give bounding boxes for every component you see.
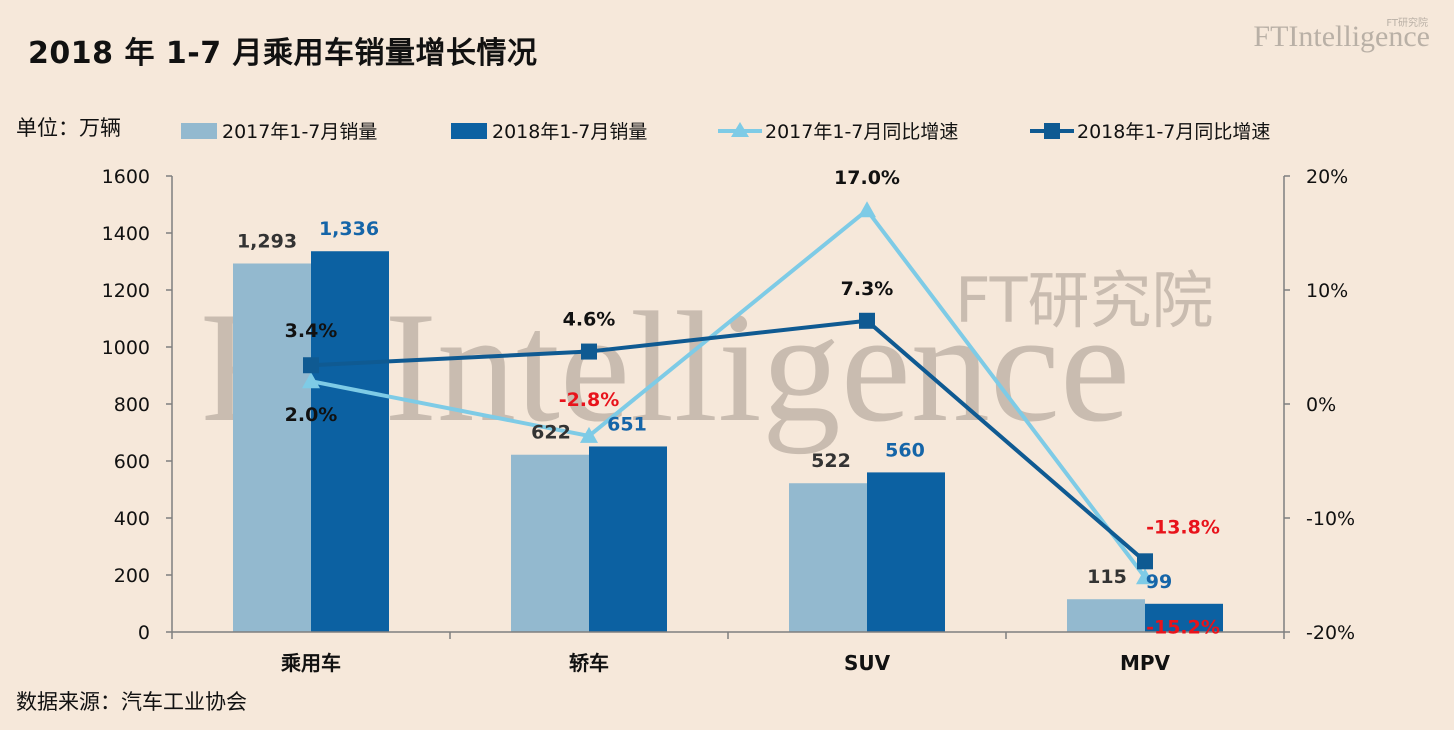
bar-2018-1 <box>589 446 667 632</box>
line-2017 <box>310 208 1147 579</box>
bar-label-2017: 522 <box>811 450 851 472</box>
brand-logo-text: FTIntelligence <box>1253 20 1430 53</box>
bar-label-2018: 651 <box>607 413 647 435</box>
legend-label-line2017: 2017年1-7月同比增速 <box>765 121 958 143</box>
bar-2017-2 <box>789 483 867 632</box>
unit-label: 单位：万辆 <box>16 116 121 140</box>
source-note: 数据来源：汽车工业协会 <box>16 690 247 714</box>
legend-swatch-bar2018 <box>451 123 487 139</box>
bar-label-2018: 99 <box>1146 571 1172 593</box>
line-label-2018: 3.4% <box>285 320 338 342</box>
y-left-tick-label: 1200 <box>102 280 150 302</box>
bar-label-2017: 1,293 <box>237 230 297 252</box>
legend-marker-2018 <box>1044 123 1060 139</box>
y-right-tick-label: -10% <box>1306 508 1355 530</box>
category-label: 轿车 <box>569 651 609 675</box>
brand-logo-sub: FT研究院 <box>1386 18 1428 29</box>
marker-2017-1 <box>580 426 598 443</box>
data-labels: 1,293 622 522 115 1,336 651 560 99 2.0% -2.8% 17.0… <box>237 167 1220 638</box>
y-left-tick-label: 400 <box>114 508 150 530</box>
line-2018 <box>310 318 1147 563</box>
y-left-tick-label: 0 <box>138 622 150 644</box>
y-left-tick-label: 200 <box>114 565 150 587</box>
bar-2018-2 <box>867 472 945 632</box>
bar-2017-3 <box>1067 599 1145 632</box>
y-left-tick-label: 1600 <box>102 166 150 188</box>
marker-2017-2 <box>858 201 876 218</box>
category-label: 乘用车 <box>280 651 341 675</box>
line-label-2017: 2.0% <box>285 404 338 426</box>
marker-2018-2 <box>859 312 875 329</box>
axes: 0 200 400 600 800 1000 1200 1400 1600 -20% -10% 0% 1… <box>102 166 1355 675</box>
category-label: SUV <box>844 651 891 675</box>
legend: 2017年1-7月销量 2018年1-7月销量 2017年1-7月同比增速 2018年… <box>181 121 1270 143</box>
marker-2017-3 <box>1136 568 1154 585</box>
line-label-2018: 4.6% <box>563 309 616 331</box>
bar-2017-1 <box>511 454 589 632</box>
legend-label-bar2018: 2018年1-7月销量 <box>492 121 647 143</box>
legend-swatch-bar2017 <box>181 123 217 139</box>
y-left-tick-label: 800 <box>114 394 150 416</box>
line-label-2017: -2.8% <box>559 389 620 411</box>
category-label: MPV <box>1120 651 1171 675</box>
bars <box>233 251 1223 633</box>
bar-label-2017: 115 <box>1087 566 1127 588</box>
bar-label-2017: 622 <box>531 422 571 444</box>
chart-title: 2018 年 1-7 月乘用车销量增长情况 <box>28 36 538 71</box>
marker-2018-0 <box>303 357 319 374</box>
line-label-2017: 17.0% <box>834 167 900 189</box>
line-label-2017: -15.2% <box>1146 616 1220 638</box>
marker-2018-3 <box>1137 553 1153 570</box>
y-left-tick-label: 600 <box>114 451 150 473</box>
y-right-tick-label: 20% <box>1306 166 1348 188</box>
legend-marker-2017 <box>731 122 749 137</box>
bar-label-2018: 1,336 <box>319 218 379 240</box>
line-label-2018: -13.8% <box>1146 516 1220 538</box>
bar-2017-0 <box>233 263 311 632</box>
marker-2018-1 <box>581 343 597 360</box>
y-left-tick-label: 1000 <box>102 337 150 359</box>
y-right-tick-label: 10% <box>1306 280 1348 302</box>
watermark-sub-text: FT研究院 <box>955 264 1213 337</box>
y-left-tick-label: 1400 <box>102 223 150 245</box>
bar-2018-0 <box>311 251 389 633</box>
lines <box>302 201 1154 585</box>
bar-label-2018: 560 <box>885 439 925 461</box>
legend-label-bar2017: 2017年1-7月销量 <box>222 121 377 143</box>
marker-2017-0 <box>302 372 320 389</box>
line-label-2018: 7.3% <box>841 278 894 300</box>
legend-label-line2018: 2018年1-7月同比增速 <box>1077 121 1270 143</box>
y-right-tick-label: -20% <box>1306 622 1355 644</box>
brand-logo: FT研究院 FTIntelligence <box>1220 14 1430 54</box>
bar-2018-3 <box>1145 603 1223 632</box>
y-right-tick-label: 0% <box>1306 394 1336 416</box>
